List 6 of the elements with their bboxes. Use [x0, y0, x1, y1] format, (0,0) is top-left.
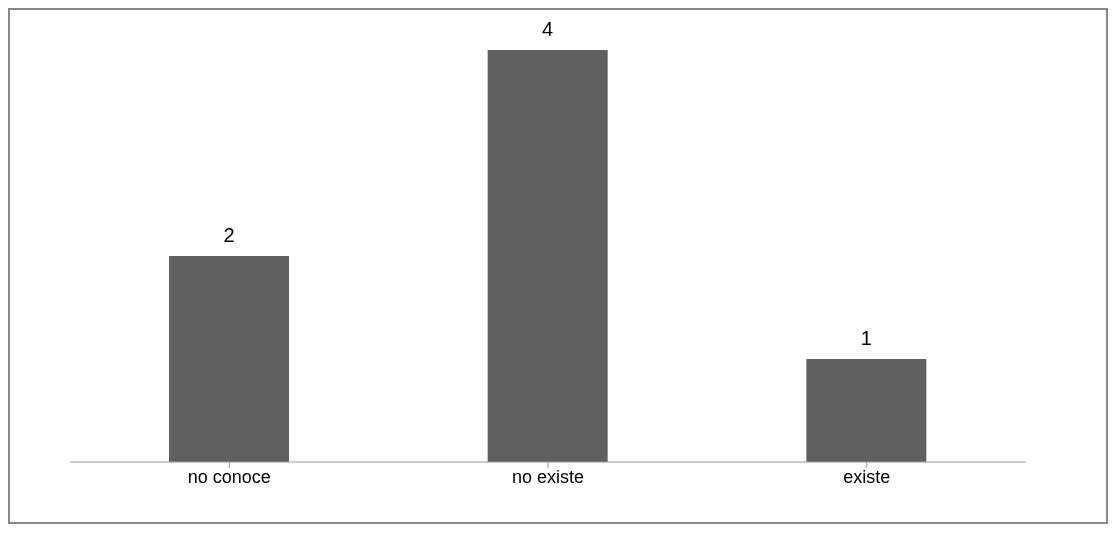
x-tick-label: no existe	[511, 466, 585, 487]
data-label: 2	[223, 224, 235, 246]
x-tick-label: no conoce	[187, 466, 271, 487]
data-label: 4	[542, 18, 554, 40]
data-label: 1	[860, 327, 872, 349]
x-tick-label: existe	[843, 466, 891, 487]
